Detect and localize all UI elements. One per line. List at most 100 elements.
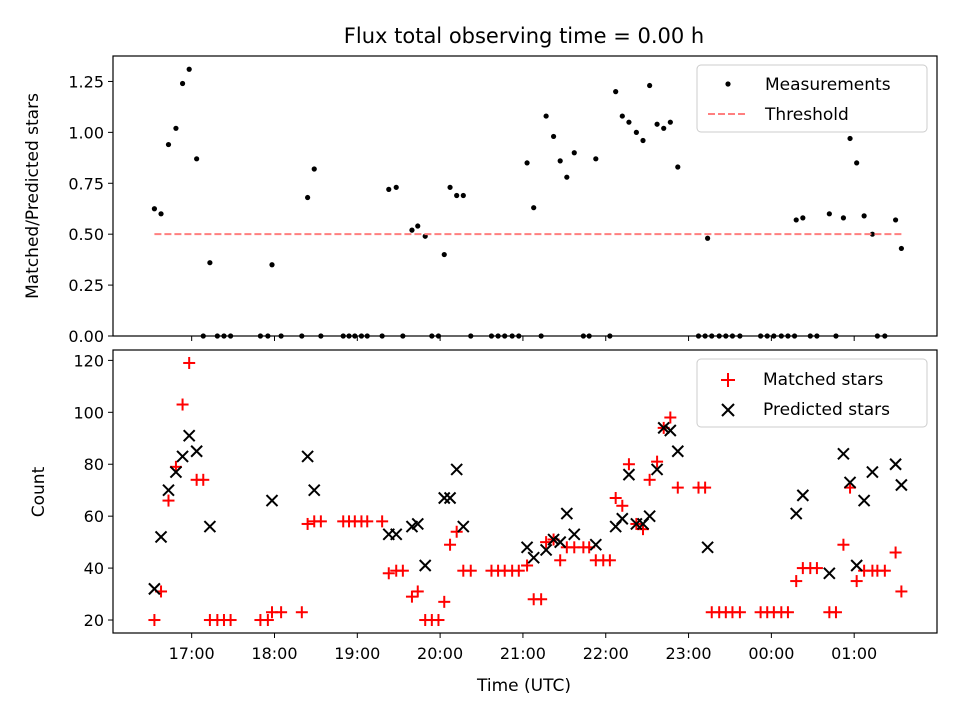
count-y-tick-label: 120 [73,351,104,370]
count-y-axis-label: Count [29,466,49,517]
measurement-point [415,223,421,229]
predicted-star-marker [547,533,560,546]
measurement-point [898,245,904,252]
measurement-point [550,133,557,140]
count-plot-frame [112,349,938,634]
matched-star-marker [521,559,534,572]
matched-star-marker [643,473,656,486]
measurement-point [305,194,311,201]
measurement-point [564,174,570,180]
ratio-y-tick-label: 1.25 [68,72,104,91]
predicted-star-marker [169,465,183,479]
measurement-point [661,125,667,131]
figure-title: Flux total observing time = 0.00 h [344,24,704,48]
matched-star-marker [609,491,622,504]
predicted-star-marker [823,567,836,580]
matched-star-marker [183,356,196,369]
ratio-y-tick-label: 0.50 [68,225,104,244]
predicted-star-marker [411,517,424,531]
measurement-point [454,192,460,199]
predicted-star-marker [650,463,664,476]
count-y-tick-label: 20 [84,611,104,630]
count-y-tick-label: 40 [84,559,104,578]
predicted-star-marker [539,543,553,557]
matched-star-marker [664,411,677,424]
measurement-point [151,206,158,212]
matched-star-marker [512,564,525,577]
matched-star-marker [464,564,477,577]
predicted-star-marker [701,541,714,554]
matched-star-marker [438,595,451,608]
measurement-point [793,217,799,223]
predicted-star-marker [889,458,902,471]
matched-star-marker [829,606,842,619]
ratio-y-tick-label: 0.75 [68,174,104,193]
measurement-point [386,186,392,192]
predicted-legend-marker [721,403,735,417]
matched-star-marker [295,606,308,619]
predicted-star-marker [148,582,161,596]
matched-star-marker [603,554,616,567]
measurement-point [613,89,619,95]
predicted-star-marker [895,478,908,492]
measurement-point [557,158,563,164]
measurement-point [179,80,186,87]
measurement-point [524,160,530,166]
measurement-point [543,113,549,119]
legend-label-threshold: Threshold [764,105,849,125]
legend-label-predicted: Predicted stars [763,400,890,420]
predicted-star-marker [527,551,540,564]
count-y-axis: 20 40 60 80 100 120 [73,351,113,630]
predicted-star-marker [419,559,432,572]
predicted-star-marker [643,509,656,523]
count-points [148,356,908,627]
matched-star-marker [432,614,445,627]
ratio-legend-box [696,64,928,133]
matched-star-marker [616,499,629,512]
measurements-legend-marker [725,81,731,87]
measurement-point [393,184,399,190]
matched-star-marker [382,567,395,580]
matched-star-marker [314,515,327,528]
measurement-point [640,137,646,144]
matched-star-marker [275,606,288,619]
predicted-star-marker [866,465,879,479]
matched-star-marker [554,554,567,567]
time-x-tick-label: 18:00 [251,644,297,663]
predicted-star-marker [622,468,636,481]
predicted-star-marker [553,535,567,549]
measurement-point [571,150,577,156]
matched-star-marker [850,575,863,588]
count-plot: 20 40 60 80 100 120 17:00 18:00 19:00 20:00 21:00… [29,349,938,696]
measurement-point [667,119,673,125]
count-y-tick-label: 100 [73,403,104,422]
predicted-star-marker [664,424,677,437]
measurement-point [441,251,447,258]
measurement-point [826,211,832,217]
matched-star-marker [895,585,908,598]
predicted-star-marker [850,559,863,572]
time-x-axis: 17:00 18:00 19:00 20:00 21:00 22:00 23:00 00:00… [169,633,877,663]
ratio-plot-frame [112,55,938,337]
predicted-star-marker [438,491,451,505]
measurement-point [861,213,867,219]
matched-star-marker [148,614,161,627]
measurement-point [854,160,860,166]
predicted-star-marker [301,450,314,463]
predicted-star-marker [843,476,857,489]
matched-star-marker [396,564,409,577]
predicted-star-marker [154,530,168,544]
matched-star-marker [837,538,850,551]
measurement-point [705,235,711,241]
matched-star-marker [733,606,746,619]
predicted-star-marker [176,450,189,463]
matched-star-marker [622,458,635,471]
time-x-tick-label: 20:00 [417,644,463,663]
matched-star-marker [176,398,189,411]
time-x-tick-label: 21:00 [500,644,546,663]
count-y-tick-label: 60 [84,507,104,526]
matched-star-marker [699,481,712,494]
measurement-point [531,205,537,211]
predicted-star-marker [657,421,670,435]
measurement-point [409,227,415,233]
